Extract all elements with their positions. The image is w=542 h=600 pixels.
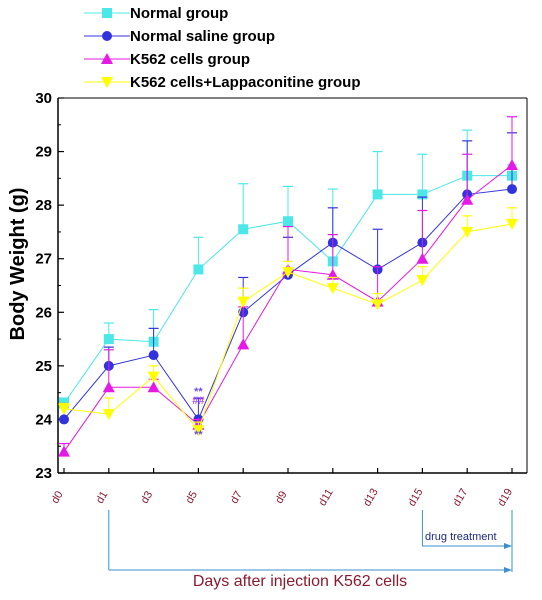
data-point	[371, 299, 384, 311]
drug-treatment-label: drug treatment	[425, 531, 497, 543]
series-3	[58, 116, 518, 457]
x-tick-label: d19	[496, 487, 516, 509]
series-2	[59, 132, 517, 425]
data-point	[283, 216, 293, 227]
plot-area	[58, 116, 518, 457]
data-point	[326, 283, 339, 295]
data-point	[148, 350, 159, 361]
annotations: **##**drug treatment	[108, 386, 513, 573]
y-axis-label: Body Weight (g)	[7, 188, 29, 341]
data-point	[506, 158, 518, 170]
x-tick-label: d13	[361, 487, 381, 509]
y-tick-label: 28	[35, 197, 52, 214]
y-tick-label: 24	[35, 411, 52, 428]
x-axis-label: Days after injection K562 cells	[193, 573, 407, 590]
data-point	[237, 296, 250, 308]
x-tick-label: d5	[184, 489, 201, 506]
data-point	[102, 409, 115, 421]
legend-marker	[101, 53, 113, 64]
data-point	[461, 226, 474, 238]
data-point	[193, 264, 204, 275]
y-tick-label: 23	[35, 465, 52, 482]
data-point	[506, 218, 518, 230]
x-tick-label: d7	[228, 489, 245, 506]
legend-marker	[102, 31, 112, 41]
x-tick-label: d3	[139, 489, 156, 506]
data-point	[103, 334, 114, 345]
data-point	[461, 193, 474, 205]
legend-label: Normal group	[130, 5, 228, 22]
y-tick-label: 26	[35, 304, 52, 321]
x-tick-label: d1	[94, 489, 111, 506]
legend-marker	[102, 8, 112, 18]
x-tick-label: d0	[49, 489, 66, 506]
y-tick-label: 25	[35, 358, 52, 375]
y-tick-label: 30	[35, 90, 52, 107]
data-point	[102, 381, 115, 393]
x-tick-label: d17	[451, 487, 471, 509]
significance-mark: ##	[192, 395, 204, 407]
days-arrowhead	[504, 567, 512, 573]
data-point	[416, 275, 429, 287]
y-tick-label: 29	[35, 144, 52, 161]
data-point	[192, 425, 205, 437]
significance-mark: **	[194, 386, 203, 398]
x-tick-label: d9	[273, 489, 290, 506]
data-point	[237, 338, 250, 350]
data-point	[147, 371, 160, 383]
series-4	[58, 207, 518, 437]
data-point	[282, 267, 294, 279]
legend-label: K562 cells group	[130, 51, 250, 68]
x-tick-label: d11	[317, 487, 336, 508]
drug-treatment-arrowhead	[504, 543, 512, 549]
data-point	[416, 252, 429, 264]
y-tick-label: 27	[35, 251, 52, 268]
legend: Normal group Normal saline group K562 cell…	[84, 5, 360, 91]
data-point	[59, 414, 69, 425]
data-point	[238, 224, 249, 235]
data-point	[507, 184, 517, 195]
data-point	[417, 189, 428, 200]
data-point	[147, 381, 160, 393]
significance-mark: **	[194, 429, 203, 441]
data-point	[58, 403, 70, 415]
legend-marker	[101, 77, 113, 88]
legend-label: Normal saline group	[130, 28, 275, 45]
data-point	[58, 445, 70, 457]
x-tick-label: d15	[406, 487, 426, 509]
axes: 23 24 25 26 27 28 29 30 d0 d1 d3 d5 d7 d9 d11 d13 d15 d17…	[35, 90, 528, 509]
legend-label: K562 cells+Lappaconitine group	[130, 74, 360, 91]
data-point	[372, 189, 383, 200]
